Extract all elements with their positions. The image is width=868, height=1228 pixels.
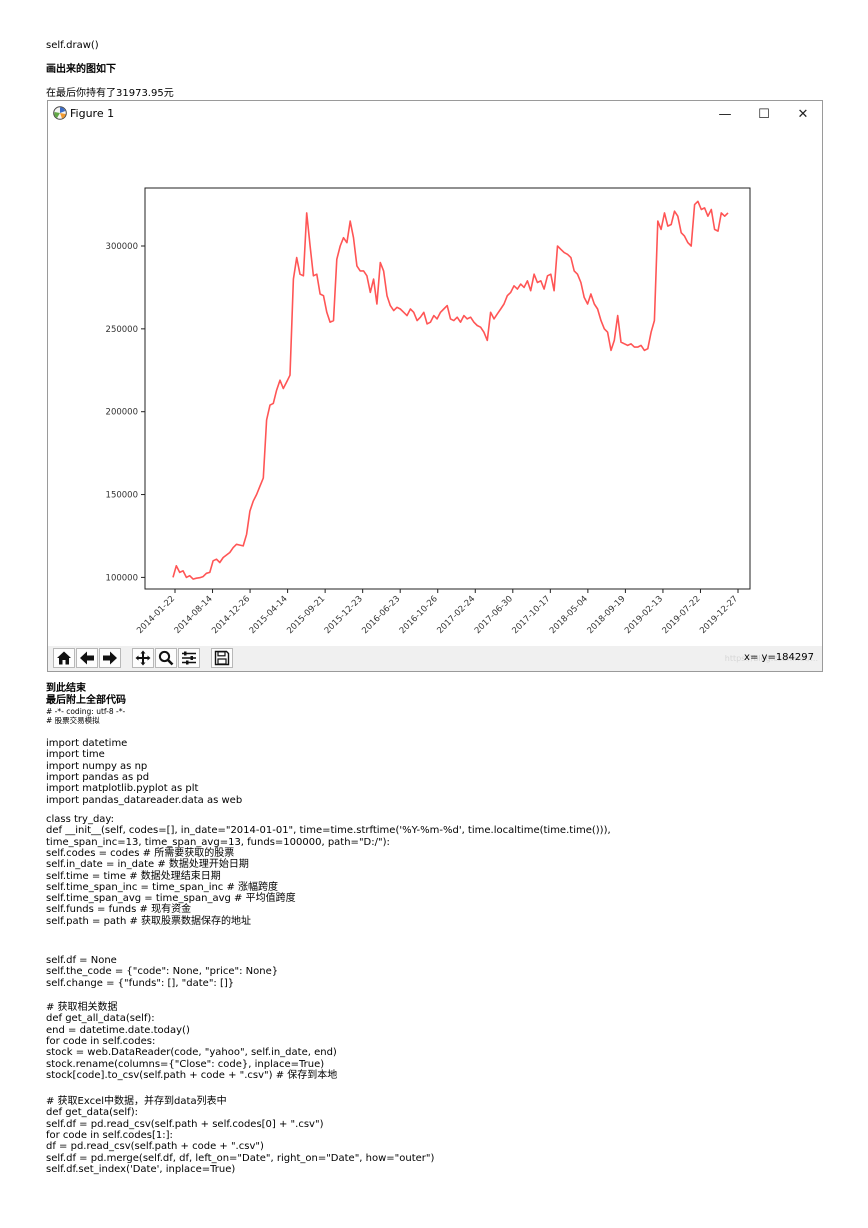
code-line: stock[code].to_csv(self.path + code + ".… xyxy=(46,1069,338,1081)
x-tick-label: 2015-04-14 xyxy=(248,594,290,636)
home-icon xyxy=(57,651,71,665)
x-tick-label: 2018-09-19 xyxy=(586,594,628,636)
result-text: 在最后你持有了31973.95元 xyxy=(46,88,174,99)
x-tick-label: 2014-12-26 xyxy=(210,594,252,636)
code-line: def __init__(self, codes=[], in_date="20… xyxy=(46,825,611,837)
code-line: # 获取Excel中数据，并存到data列表中 xyxy=(46,1096,227,1107)
x-tick-label: 2015-09-21 xyxy=(285,594,327,636)
code-line: self.df = None xyxy=(46,955,117,966)
x-tick-label: 2018-05-04 xyxy=(548,594,590,636)
home-button[interactable] xyxy=(53,648,75,668)
x-tick-label: 2017-10-17 xyxy=(510,594,552,636)
code-line: class try_day: xyxy=(46,814,114,825)
code-line-draw: self.draw() xyxy=(46,40,99,51)
x-tick-label: 2014-08-14 xyxy=(173,594,215,636)
matplotlib-logo-icon xyxy=(53,106,67,120)
code-line: self.time_span_inc = time_span_inc # 涨幅跨… xyxy=(46,881,279,893)
coding-line: # -*- coding: utf-8 -*- xyxy=(46,707,126,716)
code-line: stock = web.DataReader(code, "yahoo", se… xyxy=(46,1047,337,1059)
x-tick-label: 2017-06-30 xyxy=(473,594,515,636)
line-chart: 100000 150000 200000 250000 300000 2014-01-22… xyxy=(106,187,751,636)
y-tick-label: 100000 xyxy=(106,573,138,583)
navigation-toolbar: https://blog.csdn.net/... x= y=184297 xyxy=(48,646,822,671)
code-line: for code in self.codes: xyxy=(46,1035,156,1047)
x-tick-label: 2014-01-22 xyxy=(135,594,177,636)
x-tick-label: 2016-06-23 xyxy=(360,594,402,636)
y-tick-label: 250000 xyxy=(106,325,138,335)
code-line: def get_all_data(self): xyxy=(46,1013,155,1025)
code-line: self.funds = funds # 现有资金 xyxy=(46,904,192,916)
code-line: self.time = time # 数据处理结束日期 xyxy=(46,870,221,882)
watermark: https://blog.csdn.net/... xyxy=(724,654,818,663)
minimize-button[interactable]: — xyxy=(718,107,732,122)
code-line: import pandas as pd xyxy=(46,771,150,783)
funds-series-line xyxy=(172,200,729,580)
y-tick-label: 300000 xyxy=(106,242,138,252)
code-line: self.change = {"funds": [], "date": []} xyxy=(46,977,235,989)
code-line: stock.rename(columns={"Close": code}, in… xyxy=(46,1058,325,1070)
coding-line: # 股票交易模拟 xyxy=(46,716,100,725)
figure-canvas[interactable]: 100000 150000 200000 250000 300000 2014-01-22… xyxy=(48,128,822,646)
back-icon xyxy=(80,651,94,665)
save-button[interactable] xyxy=(211,648,233,668)
code-line: self.in_date = in_date # 数据处理开始日期 xyxy=(46,859,249,871)
figure-window: Figure 1 — ☐ ✕ 100000 150000 200000 250000 3… xyxy=(47,100,823,672)
code-line: time_span_inc=13, time_span_avg=13, fund… xyxy=(46,836,390,848)
code-line: for code in self.codes[1:]: xyxy=(46,1129,173,1141)
code-line: self.df = pd.merge(self.df, df, left_on=… xyxy=(46,1152,435,1164)
code-line: import time xyxy=(46,749,105,761)
zoom-button[interactable] xyxy=(155,648,177,668)
code-line: # 获取相关数据 xyxy=(46,1002,118,1013)
x-tick-label: 2015-12-23 xyxy=(323,594,365,636)
code-line: self.time_span_avg = time_span_avg # 平均值… xyxy=(46,893,296,905)
code-line: import matplotlib.pyplot as plt xyxy=(46,783,199,795)
window-titlebar[interactable]: Figure 1 — ☐ ✕ xyxy=(48,101,822,128)
code-line: end = datetime.date.today() xyxy=(46,1024,190,1036)
pan-button[interactable] xyxy=(132,648,154,668)
configure-icon xyxy=(182,651,196,665)
code-line: self.the_code = {"code": None, "price": … xyxy=(46,966,279,978)
end-heading: 到此结束 xyxy=(46,683,86,694)
code-line: import datetime xyxy=(46,738,128,749)
x-tick-label: 2019-02-13 xyxy=(623,594,665,636)
code-line: self.df = pd.read_csv(self.path + self.c… xyxy=(46,1118,324,1130)
forward-icon xyxy=(103,651,117,665)
code-line: def get_data(self): xyxy=(46,1107,138,1119)
maximize-button[interactable]: ☐ xyxy=(758,107,770,122)
x-tick-label: 2016-10-26 xyxy=(398,594,440,636)
forward-button[interactable] xyxy=(99,648,121,668)
window-title: Figure 1 xyxy=(70,107,115,120)
code-line: self.path = path # 获取股票数据保存的地址 xyxy=(46,915,252,927)
coordinate-readout: x= y=184297 xyxy=(744,652,814,663)
plot-area xyxy=(144,187,751,590)
code-line: df = pd.read_csv(self.path + code + ".cs… xyxy=(46,1141,264,1153)
code-line: self.df.set_index('Date', inplace=True) xyxy=(46,1163,236,1175)
close-button[interactable]: ✕ xyxy=(797,107,809,122)
code-line: import pandas_datareader.data as web xyxy=(46,794,243,806)
x-tick-label: 2019-07-22 xyxy=(661,594,703,636)
y-tick-label: 200000 xyxy=(106,408,138,418)
pan-icon xyxy=(135,650,151,666)
save-icon xyxy=(214,650,230,666)
section-heading: 画出来的图如下 xyxy=(46,64,116,75)
code-line: import numpy as np xyxy=(46,760,148,772)
configure-button[interactable] xyxy=(178,648,200,668)
x-tick-label: 2017-02-24 xyxy=(435,594,477,636)
y-tick-label: 150000 xyxy=(106,491,138,501)
x-tick-label: 2019-12-27 xyxy=(698,594,740,636)
back-button[interactable] xyxy=(76,648,98,668)
code-line: self.codes = codes # 所需要获取的股票 xyxy=(46,847,235,859)
code-heading: 最后附上全部代码 xyxy=(46,695,126,706)
zoom-icon xyxy=(158,650,174,666)
